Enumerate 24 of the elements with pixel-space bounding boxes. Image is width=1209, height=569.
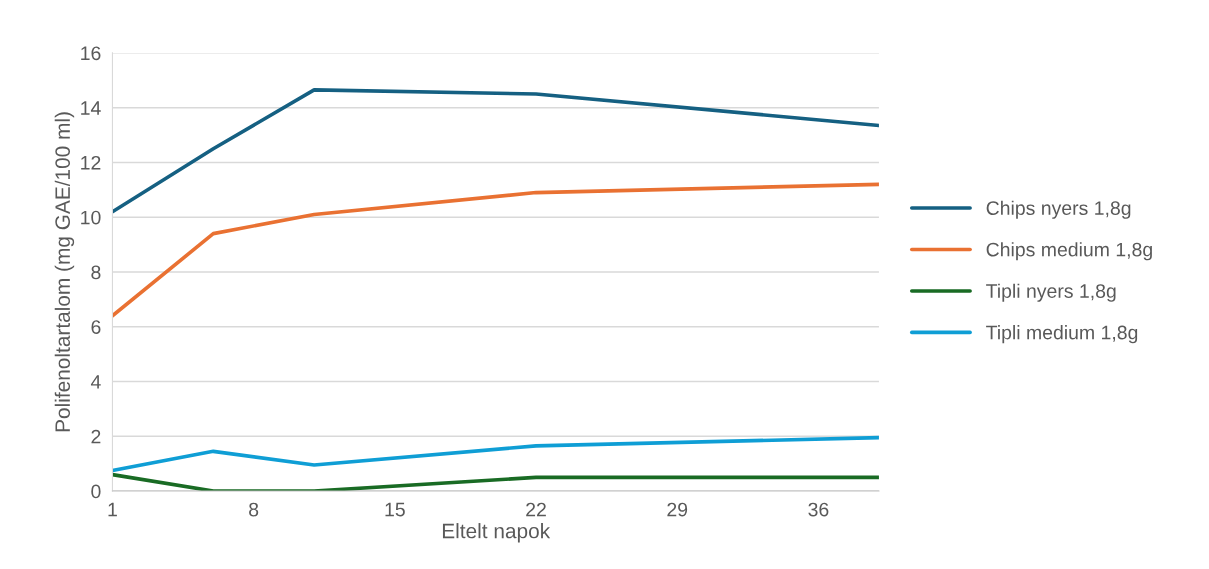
legend-label: Chips nyers 1,8g	[986, 200, 1131, 219]
legend-label: Tipli nyers 1,8g	[986, 283, 1116, 302]
y-axis-title: Polifenoltartalom (mg GAE/100 ml)	[54, 112, 75, 432]
y-tick-label: 12	[81, 155, 101, 170]
x-tick-label: 29	[667, 502, 688, 517]
y-tick-label: 2	[91, 429, 101, 444]
x-tick-label: 36	[808, 502, 829, 517]
line-series	[112, 435, 879, 473]
y-tick-label: 8	[91, 265, 101, 280]
x-axis-title: Eltelt napok	[442, 523, 551, 543]
y-tick-label: 10	[81, 210, 101, 225]
x-tick-label: 1	[108, 502, 117, 517]
x-tick-label: 8	[249, 502, 259, 517]
y-tick-label: 0	[91, 484, 101, 499]
legend-label: Chips medium 1,8g	[986, 242, 1152, 261]
y-tick-label: 4	[90, 375, 101, 389]
line-series	[112, 182, 879, 318]
line-series	[112, 88, 879, 214]
legend-label: Tipli medium 1,8g	[986, 325, 1138, 344]
x-tick-label: 15	[385, 502, 405, 517]
y-tick-label: 6	[91, 320, 101, 334]
y-tick-label: 16	[81, 46, 101, 61]
x-tick-label: 22	[526, 502, 546, 517]
y-tick-label: 14	[81, 101, 101, 115]
